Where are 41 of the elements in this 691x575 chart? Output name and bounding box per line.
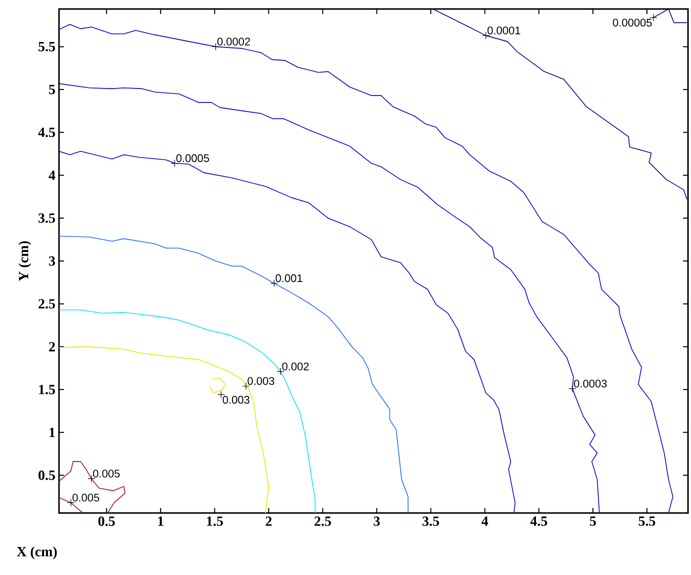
annotation: 0.005	[72, 494, 100, 502]
annotation: 0.0001	[488, 26, 520, 34]
y-axis-title: Y (cm)	[18, 241, 32, 282]
x-tick-label: 0.5	[98, 516, 115, 526]
line-series	[432, 8, 688, 200]
annotation: 0.001	[276, 274, 302, 282]
y-tick-label: 2	[49, 342, 55, 352]
x-axis-title: X (cm)	[16, 546, 57, 560]
y-tick-label: 3.5	[38, 213, 55, 223]
y-tick-label: 0.5	[38, 470, 55, 480]
x-tick-label: 5.5	[638, 516, 656, 526]
y-tick-label: 4	[48, 170, 56, 180]
x-tick-label: 2	[266, 516, 272, 526]
x-tick-label: 4.5	[530, 516, 548, 526]
line-series	[208, 378, 226, 394]
annotation: 0.0005	[176, 154, 210, 162]
y-tick-label: 3	[49, 256, 56, 266]
x-tick-label: 3	[374, 516, 380, 526]
y-tick-label: 5.5	[38, 42, 55, 52]
annotation: 0.003	[248, 377, 274, 385]
x-tick-label: 3.5	[422, 516, 440, 526]
x-tick-label: 4	[482, 516, 488, 526]
annotation: 0.0002	[217, 38, 250, 46]
annotation: 0.00005	[612, 18, 652, 27]
y-tick-label: 1.5	[39, 384, 55, 394]
y-tick-label: 4.5	[38, 128, 55, 138]
line-series	[59, 309, 316, 513]
line-series	[59, 150, 516, 513]
x-tick-label: 2.5	[314, 516, 331, 526]
x-tick-label: 1.5	[207, 516, 223, 526]
annotation: 0.003	[222, 396, 250, 404]
line-series	[59, 461, 126, 513]
x-tick-label: 1	[158, 516, 164, 526]
annotation: 0.002	[282, 362, 309, 370]
annotation: 0.005	[93, 470, 120, 478]
y-tick-label: 2.5	[38, 299, 55, 309]
y-tick-label: 1	[50, 428, 55, 438]
line-series	[59, 236, 408, 513]
x-tick-label: 5	[590, 516, 596, 526]
y-tick-label: 5	[49, 84, 55, 94]
annotation: 0.0003	[574, 380, 607, 388]
